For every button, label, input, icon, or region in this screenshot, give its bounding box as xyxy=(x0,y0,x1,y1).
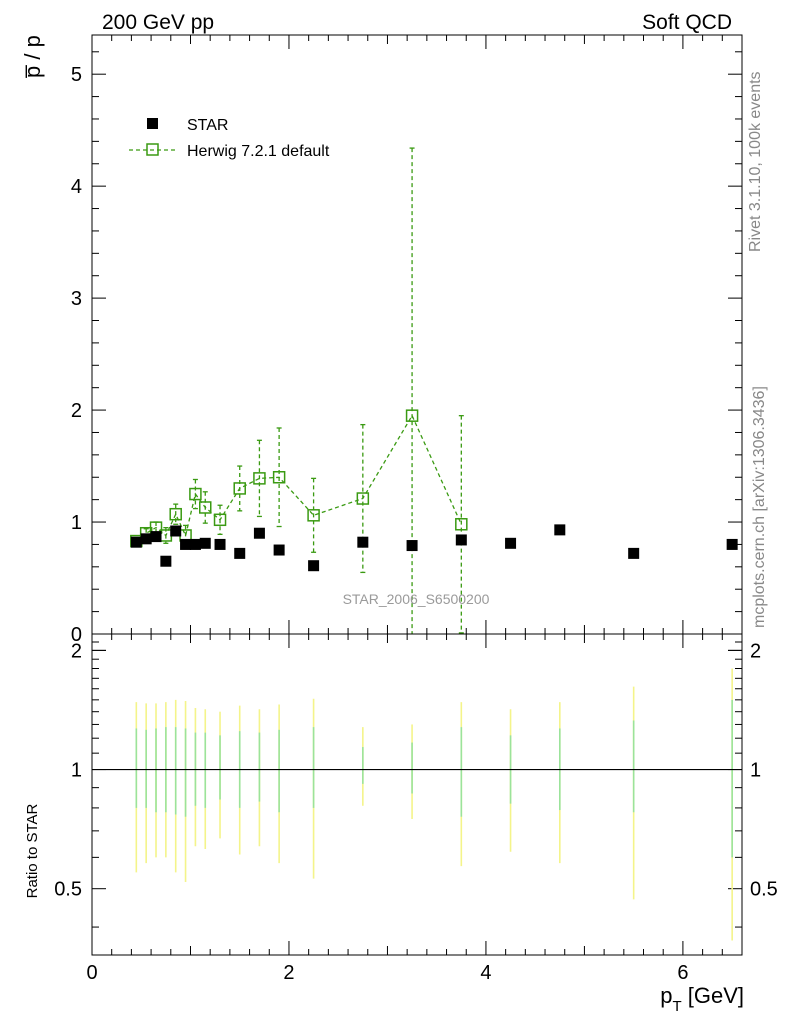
ratio-y-tick-label-right: 1 xyxy=(750,760,761,782)
y-tick-label: 3 xyxy=(71,288,82,310)
herwig-point xyxy=(213,513,227,527)
y-tick-label: 1 xyxy=(71,512,82,534)
ratio-y-tick-label-left: 0.5 xyxy=(54,879,82,901)
star-point xyxy=(199,537,211,549)
herwig-point xyxy=(455,518,468,531)
ratio-y-tick-label-right: 2 xyxy=(750,640,761,662)
y-tick-label: 4 xyxy=(71,176,82,198)
herwig-point xyxy=(307,509,320,522)
star-point xyxy=(726,538,738,550)
ratio-y-tick-label-left: 1 xyxy=(71,760,82,782)
herwig-point xyxy=(405,409,419,422)
x-axis-title-main: p xyxy=(660,983,672,1008)
star-point xyxy=(273,544,285,556)
mcplots-label: mcplots.cern.ch [arXiv:1306.3436] xyxy=(751,386,768,628)
legend-herwig-marker xyxy=(146,143,159,156)
herwig-point xyxy=(169,507,182,521)
ratio-y-tick-label-right: 0.5 xyxy=(750,879,778,901)
y-tick-label: 2 xyxy=(71,400,82,422)
ratio-frame xyxy=(91,633,743,956)
x-axis-title-unit: [GeV] xyxy=(682,983,744,1008)
x-tick-label: 6 xyxy=(677,962,688,984)
legend-herwig-label: Herwig 7.2.1 default xyxy=(187,143,330,160)
header-right-label: Soft QCD xyxy=(642,11,732,34)
star-point xyxy=(554,524,566,536)
star-point xyxy=(140,533,152,545)
star-point xyxy=(214,538,226,550)
star-point xyxy=(160,555,172,567)
herwig-point xyxy=(189,487,202,501)
star-point xyxy=(455,534,467,546)
y-tick-label: 5 xyxy=(71,64,82,86)
x-axis-title: pT [GeV] xyxy=(660,983,744,1015)
herwig-point xyxy=(272,471,286,484)
herwig-point xyxy=(356,492,370,505)
star-point xyxy=(189,538,201,550)
star-point xyxy=(180,538,192,550)
x-tick-label: 2 xyxy=(283,962,294,984)
analysis-watermark: STAR_2006_S6500200 xyxy=(343,591,490,607)
x-tick-label: 4 xyxy=(480,962,491,984)
herwig-point xyxy=(253,472,266,485)
rivet-version-label: Rivet 3.1.10, 100k events xyxy=(747,71,764,252)
x-axis-title-sub: T xyxy=(672,998,681,1015)
star-point xyxy=(628,547,640,559)
herwig-point xyxy=(199,501,212,514)
x-tick-label: 0 xyxy=(86,962,97,984)
legend: STAR Herwig 7.2.1 default xyxy=(129,117,330,160)
y-tick-label: 0 xyxy=(71,624,82,646)
star-point xyxy=(253,527,265,539)
star-point xyxy=(505,537,517,549)
star-point xyxy=(170,525,182,537)
ratio-panel: 0 2 4 6 0.5 0.5 1 1 2 2 xyxy=(54,633,778,984)
star-point xyxy=(234,547,246,559)
main-panel: 0 1 2 3 4 5 xyxy=(71,34,743,646)
main-y-axis-title: p̅ / p xyxy=(20,35,45,78)
herwig-point xyxy=(159,529,173,542)
ratio-y-axis-title: Ratio to STAR xyxy=(24,803,41,898)
star-point xyxy=(406,540,418,552)
legend-star-marker xyxy=(147,118,158,129)
star-point xyxy=(130,536,142,548)
legend-star-label: STAR xyxy=(187,117,228,134)
ratio-y-tick-label-left: 2 xyxy=(71,640,82,662)
star-point xyxy=(308,560,320,572)
herwig-point xyxy=(233,482,246,495)
star-point xyxy=(357,536,369,548)
star-point xyxy=(150,531,162,543)
header-left-label: 200 GeV pp xyxy=(102,11,214,34)
